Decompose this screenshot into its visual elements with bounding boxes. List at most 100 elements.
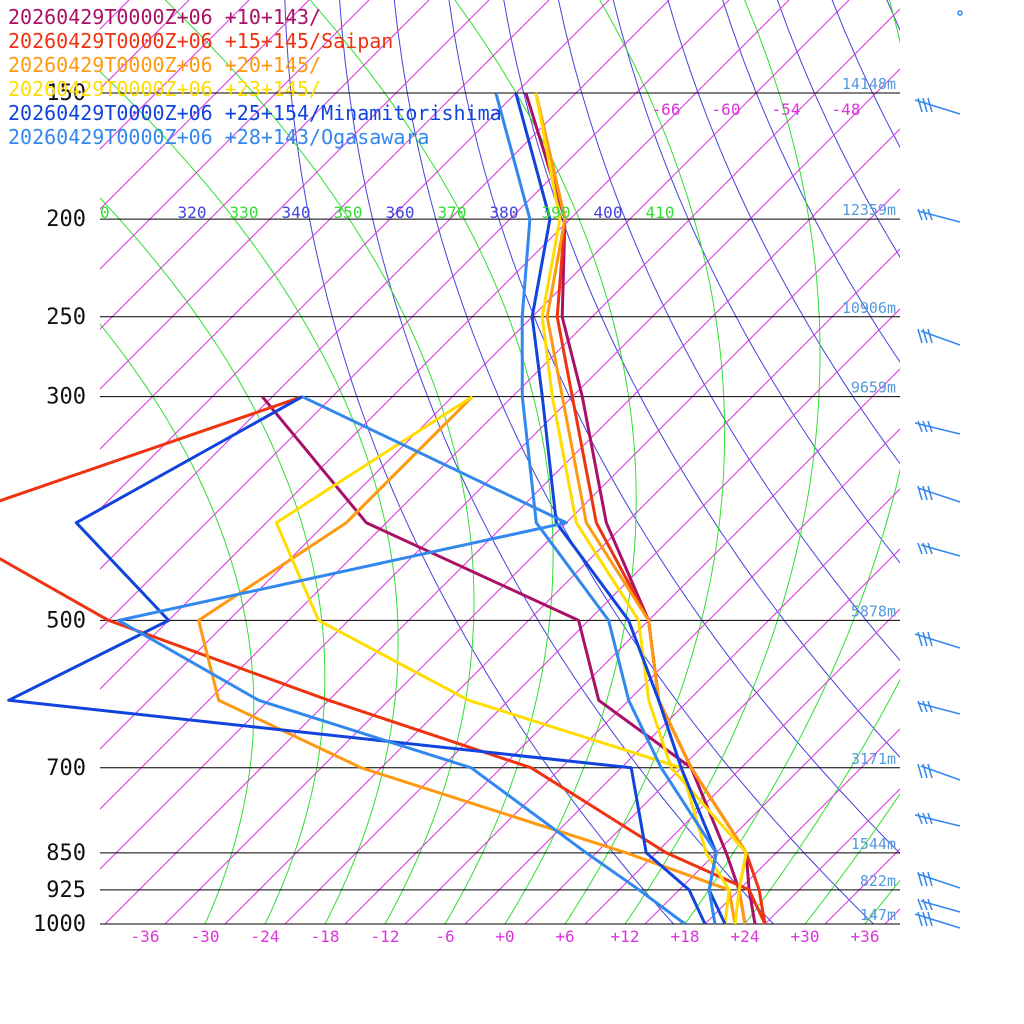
isotherm-line <box>100 0 550 450</box>
isobar-lines <box>100 92 900 925</box>
isotherm-line <box>224 248 900 924</box>
height-label: 14148m <box>842 75 896 93</box>
legend-entry: 20260429T0000Z+06 +15+145/Saipan <box>8 29 393 53</box>
isotherm-line <box>704 728 900 924</box>
theta-label: 410 <box>646 203 675 222</box>
isotherm-line <box>104 128 900 924</box>
dry-adiabat-line <box>1020 0 1024 924</box>
dry-adiabat-line <box>667 0 900 465</box>
theta-label: 350 <box>334 203 363 222</box>
adiabat-lines <box>100 0 1024 924</box>
pressure-label: 1000 <box>33 912 86 937</box>
legend-entry: 20260429T0000Z+06 +10+143/ <box>8 5 321 29</box>
height-label: 1544m <box>851 835 896 853</box>
theta-label: 390 <box>542 203 571 222</box>
axis-labels: 100150200250300500700850925100016585m141… <box>33 75 896 946</box>
isotherm-line <box>100 8 900 810</box>
temperature-tick-label: -36 <box>131 927 160 946</box>
moist-adiabat-line <box>744 679 900 924</box>
isotherm-line <box>284 308 900 924</box>
moist-adiabat-line <box>564 0 726 924</box>
pressure-label: 850 <box>46 841 86 866</box>
temperature-tick-label: +36 <box>851 927 880 946</box>
legend-entry: 20260429T0000Z+06 +25+154/Minamitorishim… <box>8 101 502 125</box>
dry-adiabat-line <box>841 0 1024 924</box>
legend-entry: 20260429T0000Z+06 +28+143/Ogasawara <box>8 125 429 149</box>
isotherm-line <box>100 0 670 570</box>
dry-adiabat-line <box>503 0 900 758</box>
moist-adiabat-line <box>100 70 399 924</box>
wind-barb <box>914 631 961 649</box>
isotherm-line <box>644 668 900 924</box>
wind-barbs <box>914 10 963 929</box>
wind-barb <box>917 871 961 889</box>
wind-barb <box>914 97 961 115</box>
moist-adiabat-line <box>100 323 255 924</box>
isotherm-line <box>100 0 730 630</box>
upper-temperature-label: -60 <box>712 100 741 119</box>
height-label: 5878m <box>851 602 896 620</box>
height-label: 822m <box>860 872 896 890</box>
moist-adiabat-line <box>624 0 821 924</box>
upper-temperature-label: -48 <box>832 100 861 119</box>
isotherm-line <box>100 0 850 750</box>
pressure-label: 300 <box>46 385 86 410</box>
series-2-dewpoint-line <box>0 395 767 925</box>
isotherm-line <box>524 548 900 924</box>
upper-temperature-label: -54 <box>772 100 801 119</box>
height-label: 12359m <box>842 201 896 219</box>
isotherm-line <box>884 908 900 924</box>
isotherm-line <box>100 0 430 330</box>
theta-label: 360 <box>386 203 415 222</box>
temperature-tick-label: -24 <box>251 927 280 946</box>
isotherm-line <box>344 368 900 924</box>
temperature-tick-label: +18 <box>671 927 700 946</box>
height-label: 9659m <box>851 379 896 397</box>
theta-label: 380 <box>490 203 519 222</box>
wind-barb <box>917 898 961 913</box>
theta-label: 320 <box>178 203 207 222</box>
moist-adiabat-line <box>309 0 554 924</box>
moist-adiabat-line <box>804 793 900 924</box>
isotherm-line <box>100 0 490 390</box>
isotherm-line <box>404 428 900 924</box>
moist-adiabat-line <box>864 879 900 924</box>
series-4-temperature-line <box>534 92 748 925</box>
moist-adiabat-line <box>454 0 637 924</box>
wind-barb <box>917 208 961 223</box>
legend: 20260429T0000Z+06 +10+143/20260429T0000Z… <box>8 5 502 149</box>
wind-barb <box>917 542 961 557</box>
series-3-dewpoint-line <box>197 395 737 925</box>
dry-adiabat-line <box>612 0 900 564</box>
moist-adiabat-line <box>684 0 900 924</box>
wind-barb <box>914 911 961 929</box>
theta-label: 330 <box>230 203 259 222</box>
isotherm-line <box>464 488 900 924</box>
wind-barb <box>914 420 961 435</box>
dry-adiabat-line <box>975 0 1024 924</box>
theta-label: 340 <box>282 203 311 222</box>
wind-barb <box>914 812 961 827</box>
temperature-tick-label: +6 <box>555 927 574 946</box>
sounding-traces <box>0 92 767 926</box>
pressure-label: 700 <box>46 756 86 781</box>
isotherm-line <box>764 788 900 924</box>
moist-adiabat-line <box>164 0 475 924</box>
series-5-dewpoint-line <box>7 395 707 925</box>
series-4-dewpoint-line <box>274 395 731 925</box>
temperature-tick-label: -30 <box>191 927 220 946</box>
height-label: 147m <box>860 906 896 924</box>
temperature-tick-label: +24 <box>731 927 760 946</box>
series-6-dewpoint-line <box>117 395 686 926</box>
legend-entry: 20260429T0000Z+06 +20+145/ <box>8 53 321 77</box>
dry-adiabat-line <box>776 0 900 259</box>
pressure-label: 200 <box>46 207 86 232</box>
temperature-tick-label: -6 <box>435 927 454 946</box>
wind-barb <box>917 763 961 781</box>
height-label: 10906m <box>842 299 896 317</box>
dry-adiabat-line <box>448 0 900 855</box>
isotherm-line <box>824 848 900 924</box>
pressure-label: 500 <box>46 608 86 633</box>
legend-entry: 20260429T0000Z+06 +23+145/ <box>8 77 321 101</box>
